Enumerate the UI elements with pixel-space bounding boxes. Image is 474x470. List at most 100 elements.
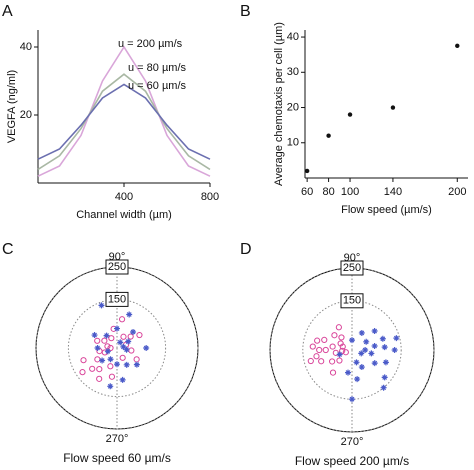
point	[393, 335, 400, 342]
point	[339, 347, 346, 354]
point	[107, 383, 114, 390]
point	[108, 373, 116, 380]
r-tick-label: 150	[108, 293, 126, 305]
point	[119, 376, 126, 383]
point	[99, 357, 106, 364]
panel-label: A	[2, 3, 13, 20]
point	[127, 333, 134, 340]
point	[371, 343, 378, 350]
point	[117, 339, 124, 346]
point	[104, 348, 111, 355]
point	[118, 316, 126, 323]
point	[114, 361, 120, 368]
point	[354, 376, 361, 383]
point	[358, 364, 365, 371]
x-axis-label: Channel width (µm)	[76, 209, 172, 221]
y-axis-label: Average chemotaxis per cell (µm)	[273, 22, 285, 186]
point	[381, 344, 388, 351]
point	[119, 354, 126, 361]
point	[379, 335, 386, 342]
point	[114, 325, 120, 332]
point	[363, 338, 370, 345]
point	[329, 358, 336, 365]
r-tick-box	[105, 259, 129, 275]
y-tick-label: 40	[287, 31, 299, 43]
point	[309, 343, 316, 350]
point	[103, 332, 110, 339]
point	[316, 346, 323, 354]
y-tick-label: 40	[20, 41, 32, 53]
point	[362, 347, 369, 353]
point	[314, 337, 321, 344]
x-tick-label: 400	[115, 191, 133, 203]
point	[133, 361, 140, 368]
point	[126, 311, 133, 318]
point	[125, 338, 132, 345]
x-tick-label: 60	[301, 186, 313, 198]
point	[96, 375, 103, 382]
point	[455, 43, 460, 49]
x-tick-label: 800	[201, 191, 219, 203]
point	[381, 374, 388, 381]
point	[391, 347, 398, 353]
r-tick-box	[340, 293, 364, 309]
panel-label: C	[2, 241, 14, 258]
point	[353, 359, 360, 366]
point	[345, 369, 352, 376]
point	[91, 332, 98, 339]
point	[143, 345, 150, 351]
series-label: u = 60 µm/s	[128, 80, 187, 92]
point	[130, 328, 137, 335]
point	[108, 335, 115, 342]
point	[94, 337, 101, 344]
y-axis-label: VEGFA (ng/ml)	[6, 70, 18, 143]
theta-tick-label: 270°	[341, 436, 364, 448]
point	[342, 349, 349, 356]
point	[347, 112, 353, 117]
point	[89, 365, 96, 372]
point	[329, 343, 336, 350]
point	[304, 168, 310, 174]
r-tick-label: 150	[343, 295, 361, 307]
chart-title: Flow speed 200 µm/s	[295, 454, 409, 468]
point	[318, 358, 325, 365]
panel-label: D	[240, 241, 252, 258]
point	[358, 329, 365, 336]
chart-title: Flow speed 60 µm/s	[63, 451, 171, 465]
point	[101, 337, 108, 344]
line	[37, 73, 211, 171]
point	[336, 351, 343, 358]
point	[331, 332, 338, 339]
point	[326, 133, 331, 138]
point	[322, 346, 329, 354]
panel-label: B	[240, 3, 251, 20]
point	[128, 347, 135, 354]
point	[136, 331, 143, 339]
x-tick-label: 200	[448, 186, 466, 198]
point	[321, 336, 328, 344]
point	[349, 337, 355, 344]
point	[133, 356, 140, 363]
point	[382, 359, 389, 366]
series-label: u = 80 µm/s	[128, 62, 187, 74]
point	[120, 333, 127, 340]
point	[371, 328, 378, 335]
y-tick-label: 30	[287, 66, 299, 78]
x-axis-label: Flow speed (µm/s)	[341, 204, 432, 216]
point	[339, 343, 346, 350]
point	[329, 369, 337, 376]
x-tick-label: 100	[341, 186, 359, 198]
point	[371, 360, 378, 367]
point	[123, 361, 130, 368]
point	[107, 356, 114, 363]
point	[358, 350, 365, 357]
point	[107, 344, 114, 352]
line	[37, 45, 211, 177]
point	[79, 369, 86, 376]
r-tick-box	[340, 260, 364, 276]
point	[390, 105, 396, 110]
r-tick-label: 250	[343, 262, 361, 274]
point	[313, 353, 320, 360]
series-label: u = 200 µm/s	[118, 38, 183, 50]
